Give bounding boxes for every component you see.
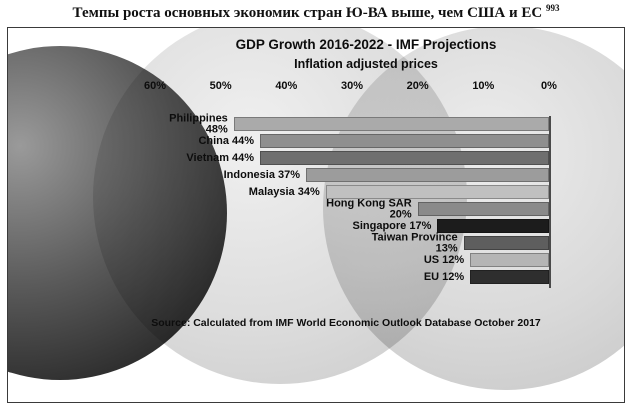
bar-singapore (437, 219, 549, 233)
bar-label-hong-kong-sar: Hong Kong SAR 20% (326, 196, 412, 221)
bar-label-vietnam: Vietnam 44% (186, 151, 255, 164)
bar-indonesia (306, 168, 549, 182)
bar-label-malaysia: Malaysia 34% (248, 185, 320, 198)
bar-malaysia (325, 185, 549, 199)
bar-row: EU 12% (155, 269, 549, 286)
chart-title: GDP Growth 2016-2022 - IMF Projections (235, 37, 497, 52)
bar-row: Vietnam 44% (155, 150, 549, 167)
bar-label-taiwan-province: Taiwan Province 13% (371, 230, 458, 255)
bar-label-indonesia: Indonesia 37% (223, 168, 301, 181)
axis-tick: 20% (406, 80, 429, 92)
axis-tick: 50% (209, 80, 232, 92)
bar-label-philippines: Philippines 48% (169, 111, 228, 136)
bar-label-us: US 12% (423, 253, 465, 266)
source-note: Source: Calculated from IMF World Econom… (151, 317, 541, 329)
bar-philippines (233, 117, 549, 131)
bar-us (470, 253, 549, 267)
bar-row: Taiwan Province 13% (155, 230, 549, 255)
axis-tick: 60% (143, 80, 167, 92)
footnote-reference: 993 (545, 3, 560, 13)
bar-label-china: China 44% (198, 134, 255, 147)
figure-caption-text: Темпы роста основных экономик стран Ю-ВА… (72, 5, 543, 21)
chart-panel: GDP Growth 2016-2022 - IMF Projections I… (7, 27, 625, 403)
bar-row: Indonesia 37% (155, 167, 549, 184)
axis-tick: 40% (275, 80, 298, 92)
bar-eu (470, 270, 549, 284)
axis-tick: 0% (541, 80, 557, 92)
axis-ticks: 60% 50% 40% 30% 20% 10% 0% (144, 80, 557, 94)
bar-row: Philippines 48% (155, 111, 549, 136)
bar-row: Singapore 17% (155, 218, 549, 235)
axis-tick: 30% (340, 80, 364, 92)
bar-china (260, 134, 549, 148)
bar-row: US 12% (155, 252, 549, 269)
bar-row: China 44% (155, 133, 549, 150)
figure-caption: Темпы роста основных экономик стран Ю-ВА… (0, 3, 632, 22)
bar-row: Hong Kong SAR 20% (155, 196, 549, 221)
bar-vietnam (260, 151, 549, 165)
bar-label-singapore: Singapore 17% (352, 219, 432, 232)
bar-label-eu: EU 12% (423, 270, 465, 283)
chart-subtitle: Inflation adjusted prices (294, 57, 438, 71)
bar-taiwan-province (463, 236, 549, 250)
axis-tick: 10% (472, 80, 495, 92)
bar-row: Malaysia 34% (155, 184, 549, 201)
bar-hong-kong-sar (417, 202, 549, 216)
plot-area: Philippines 48% China 44% Vietnam 44% Indon… (155, 111, 551, 288)
